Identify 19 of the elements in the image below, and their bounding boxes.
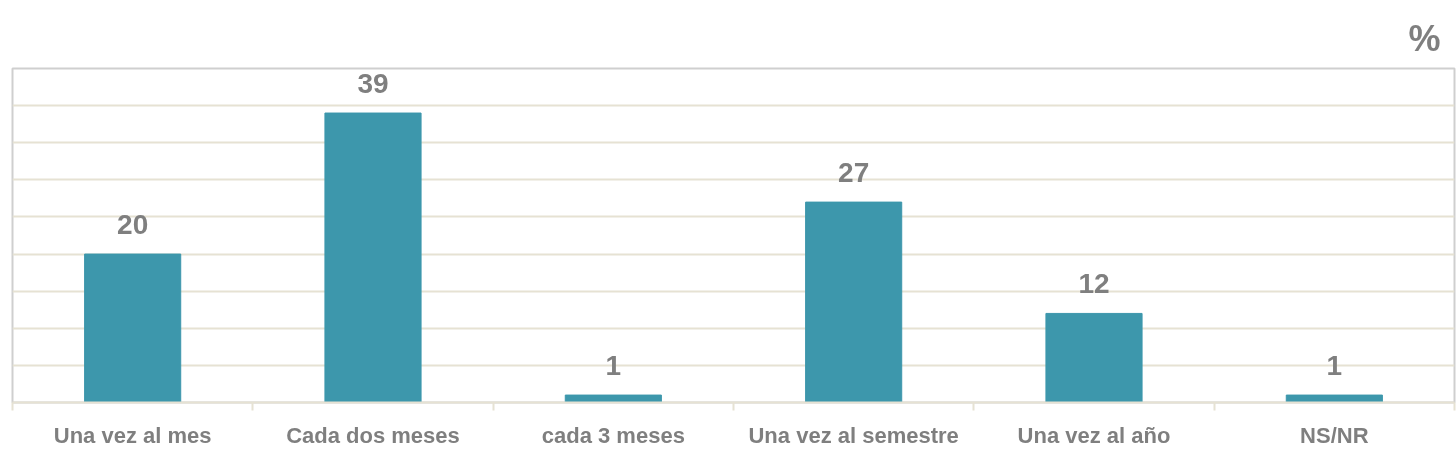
data-label: 12 [1078, 268, 1110, 300]
x-tick-label: NS/NR [1300, 422, 1369, 448]
x-tick-label: Una vez al mes [53, 422, 212, 448]
bar [1285, 394, 1383, 403]
data-label: 27 [838, 157, 870, 189]
x-tick-label: Una vez al año [1017, 422, 1171, 448]
x-tick-label: cada 3 meses [541, 422, 685, 448]
bar [805, 201, 903, 403]
x-tick-label: Cada dos meses [286, 422, 460, 448]
data-label: 1 [1326, 350, 1343, 382]
bar [564, 394, 662, 403]
data-label: 39 [357, 68, 389, 100]
data-label: 1 [605, 350, 622, 382]
bar [324, 112, 422, 403]
bar [1045, 312, 1143, 403]
y-axis-title: % [1408, 17, 1441, 59]
x-tick-label: Una vez al semestre [748, 422, 959, 448]
bar [84, 253, 182, 403]
data-label: 20 [117, 209, 149, 241]
